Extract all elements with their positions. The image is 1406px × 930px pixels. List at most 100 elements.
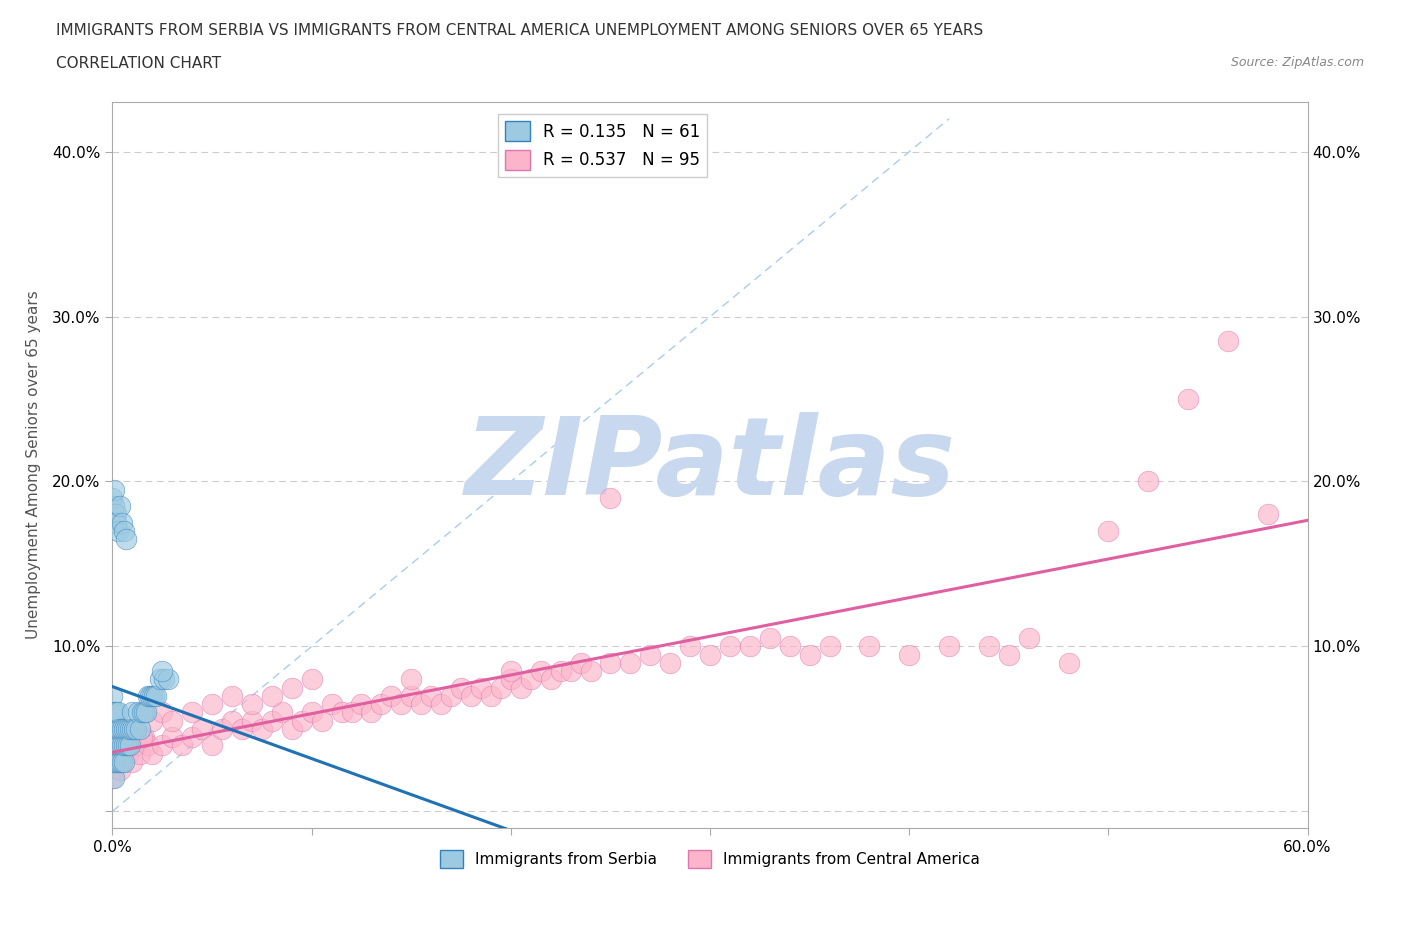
Point [107,705,129,720]
Y-axis label: Unemployment Among Seniors over 65 years: Unemployment Among Seniors over 65 years [27,290,41,640]
Point [240,713,263,728]
Point [291,713,314,728]
Point [141,746,163,761]
Point [499,664,522,679]
Point [370,697,392,711]
Point [111,515,134,530]
Point [858,639,880,654]
Point [679,639,702,654]
Point [141,713,163,728]
Point [1137,474,1160,489]
Point [470,680,492,695]
Point [619,656,641,671]
Point [599,656,621,671]
Point [321,697,343,711]
Point [138,737,160,752]
Point [172,737,194,752]
Point [120,722,142,737]
Text: Source: ZipAtlas.com: Source: ZipAtlas.com [1230,56,1364,69]
Point [141,688,163,703]
Point [135,705,157,720]
Point [129,746,152,761]
Point [157,671,180,686]
Point [103,483,125,498]
Point [111,737,134,752]
Point [120,737,142,752]
Point [360,705,382,720]
Point [401,688,423,703]
Point [489,680,512,695]
Point [460,688,482,703]
Point [738,639,761,654]
Point [201,737,224,752]
Point [138,688,160,703]
Point [440,688,463,703]
Point [340,705,363,720]
Point [107,754,129,769]
Point [231,722,253,737]
Point [111,722,134,737]
Point [105,754,128,769]
Point [301,705,323,720]
Point [520,671,543,686]
Point [117,737,139,752]
Point [111,729,134,744]
Point [129,722,152,737]
Point [350,697,373,711]
Point [818,639,841,654]
Point [101,722,124,737]
Point [103,705,125,720]
Point [103,737,125,752]
Point [1057,656,1080,671]
Point [301,671,323,686]
Point [117,746,139,761]
Point [110,763,132,777]
Point [150,664,173,679]
Point [134,705,156,720]
Point [105,507,128,522]
Point [977,639,1000,654]
Point [101,771,124,786]
Point [560,664,582,679]
Point [411,697,433,711]
Point [530,664,553,679]
Point [569,656,592,671]
Point [1177,392,1199,406]
Point [101,737,124,752]
Point [330,705,353,720]
Point [131,729,153,744]
Point [101,688,124,703]
Point [114,754,135,769]
Point [450,680,472,695]
Point [401,671,423,686]
Point [718,639,741,654]
Point [759,631,782,645]
Point [114,737,135,752]
Point [281,722,304,737]
Point [110,498,132,513]
Point [211,722,233,737]
Point [221,688,243,703]
Text: CORRELATION CHART: CORRELATION CHART [56,56,221,71]
Point [250,722,273,737]
Point [145,688,167,703]
Point [659,656,682,671]
Point [134,729,156,744]
Point [1097,524,1119,538]
Point [114,737,135,752]
Point [115,737,138,752]
Point [1257,507,1279,522]
Point [101,754,124,769]
Point [420,688,443,703]
Point [640,647,662,662]
Point [124,722,146,737]
Point [103,498,125,513]
Point [105,515,128,530]
Point [117,722,139,737]
Point [143,688,166,703]
Point [110,722,132,737]
Text: ZIPatlas: ZIPatlas [464,412,956,518]
Point [389,697,412,711]
Point [121,754,143,769]
Point [779,639,801,654]
